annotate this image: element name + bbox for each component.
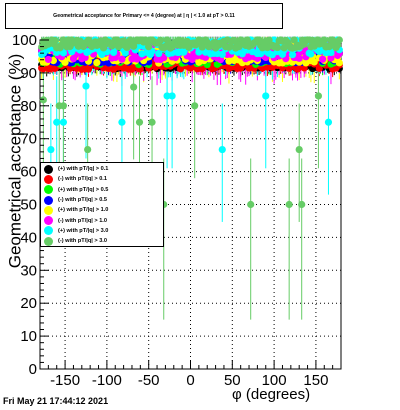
chart-title: Geometrical acceptance for Primary <= 4 …	[53, 13, 235, 19]
data-point	[61, 58, 69, 66]
legend-marker-icon	[44, 226, 53, 236]
x-tick-label: 150	[303, 372, 328, 389]
data-point	[307, 50, 315, 58]
legend-marker-icon	[44, 216, 53, 226]
data-point	[188, 55, 196, 64]
outlier-point	[191, 102, 199, 110]
outlier-point	[118, 118, 126, 126]
y-tick-label: 40	[20, 229, 37, 246]
tick-labels: 0 10 20 30 40 50 60 70 80 90 100 -150 -100 -50 0 50 100 1…	[12, 32, 328, 389]
data-point	[198, 43, 206, 51]
data-point	[145, 43, 153, 51]
data-points	[38, 36, 343, 209]
outlier-point	[82, 82, 90, 90]
legend-marker-icon	[44, 195, 53, 205]
outlier-point	[314, 92, 323, 100]
x-tick-label: -150	[50, 372, 80, 389]
y-tick-label: 70	[20, 131, 37, 148]
outlier-point	[285, 200, 293, 209]
legend-label: (-) with pT/|q| > 3.0	[58, 238, 107, 245]
legend-marker-icon	[44, 164, 53, 174]
outlier-point	[298, 200, 306, 209]
legend-marker-icon	[44, 205, 53, 215]
y-tick-label: 10	[20, 328, 37, 345]
data-point	[320, 36, 328, 44]
chart-title-box: Geometrical acceptance for Primary <= 4 …	[5, 3, 283, 29]
y-tick-label: 80	[20, 98, 37, 115]
y-tick-label: 30	[20, 262, 37, 279]
y-tick-label: 100	[12, 32, 37, 49]
data-point	[295, 54, 303, 62]
legend-entry: (-) with pT/|q| > 0.1	[44, 174, 160, 184]
data-point	[319, 55, 327, 63]
legend-label: (-) with pT/|q| > 0.1	[58, 176, 107, 183]
legend: (+) with pT/|q| > 0.1 (-) with pT/|q| > 0…	[40, 162, 164, 247]
data-point	[273, 43, 282, 52]
data-point	[310, 58, 318, 66]
outlier-point	[84, 145, 92, 154]
data-point	[288, 51, 297, 59]
timestamp: Fri May 21 17:44:12 2021	[3, 396, 109, 406]
outlier-point	[168, 92, 176, 100]
data-point	[156, 36, 164, 45]
y-tick-label: 90	[20, 65, 37, 82]
outlier-point	[163, 92, 171, 100]
data-point	[155, 49, 163, 58]
data-point	[44, 55, 52, 64]
legend-marker-icon	[44, 174, 53, 184]
legend-label: (-) with pT/|q| > 1.0	[58, 217, 107, 224]
x-axis-label: φ (degrees)	[232, 386, 311, 403]
outlier-point	[130, 83, 138, 91]
legend-entry: (-) with pT/|q| > 1.0	[44, 215, 160, 226]
legend-entry: (+) with pT/|q| > 3.0	[44, 226, 160, 236]
x-tick-label: 0	[186, 372, 194, 389]
outlier-point	[53, 118, 61, 126]
data-point	[118, 55, 126, 63]
outlier-point	[59, 102, 68, 110]
outlier-point	[262, 92, 270, 100]
x-tick-label: 100	[262, 372, 287, 389]
data-point	[327, 54, 335, 62]
outlier-point	[324, 118, 333, 126]
data-point	[265, 36, 273, 44]
legend-label: (-) with pT/|q| > 0.5	[58, 197, 107, 204]
legend-marker-icon	[44, 236, 53, 246]
outlier-point	[247, 200, 255, 209]
y-tick-label: 20	[20, 295, 37, 312]
legend-entry: (+) with pT/|q| > 0.1	[44, 164, 160, 174]
data-point	[218, 50, 226, 59]
outlier-point	[148, 118, 156, 126]
legend-entry: (-) with pT/|q| > 0.5	[44, 195, 160, 205]
legend-entry: (+) with pT/|q| > 0.5	[44, 185, 160, 195]
y-tick-label: 60	[20, 164, 37, 181]
x-tick-label: -50	[138, 372, 160, 389]
outlier-point	[218, 145, 226, 154]
y-tick-label: 0	[29, 361, 37, 378]
outlier-point	[47, 145, 55, 154]
data-point	[327, 48, 335, 57]
legend-marker-icon	[44, 185, 53, 195]
legend-label: (+) with pT/|q| > 3.0	[58, 227, 109, 234]
data-point	[335, 36, 343, 44]
data-point	[335, 59, 343, 67]
outlier-point	[39, 96, 47, 104]
outlier-point	[295, 145, 303, 154]
data-point	[160, 54, 168, 62]
outlier-point	[59, 118, 68, 126]
legend-label: (+) with pT/|q| > 0.5	[58, 186, 109, 193]
x-tick-label: 50	[224, 372, 241, 389]
data-point	[51, 36, 59, 45]
y-tick-label: 50	[20, 197, 37, 214]
data-point	[93, 59, 101, 67]
legend-label: (+) with pT/|q| > 1.0	[58, 207, 109, 214]
data-point	[290, 36, 298, 44]
data-point	[315, 64, 323, 72]
legend-entry: (+) with pT/|q| > 1.0	[44, 205, 160, 215]
outlier-point	[135, 118, 144, 126]
legend-entry: (-) with pT/|q| > 3.0	[44, 236, 160, 246]
x-tick-label: -100	[92, 372, 122, 389]
legend-label: (+) with pT/|q| > 0.1	[58, 166, 109, 173]
y-axis-label: Geometrical acceptance (%)	[5, 53, 25, 269]
